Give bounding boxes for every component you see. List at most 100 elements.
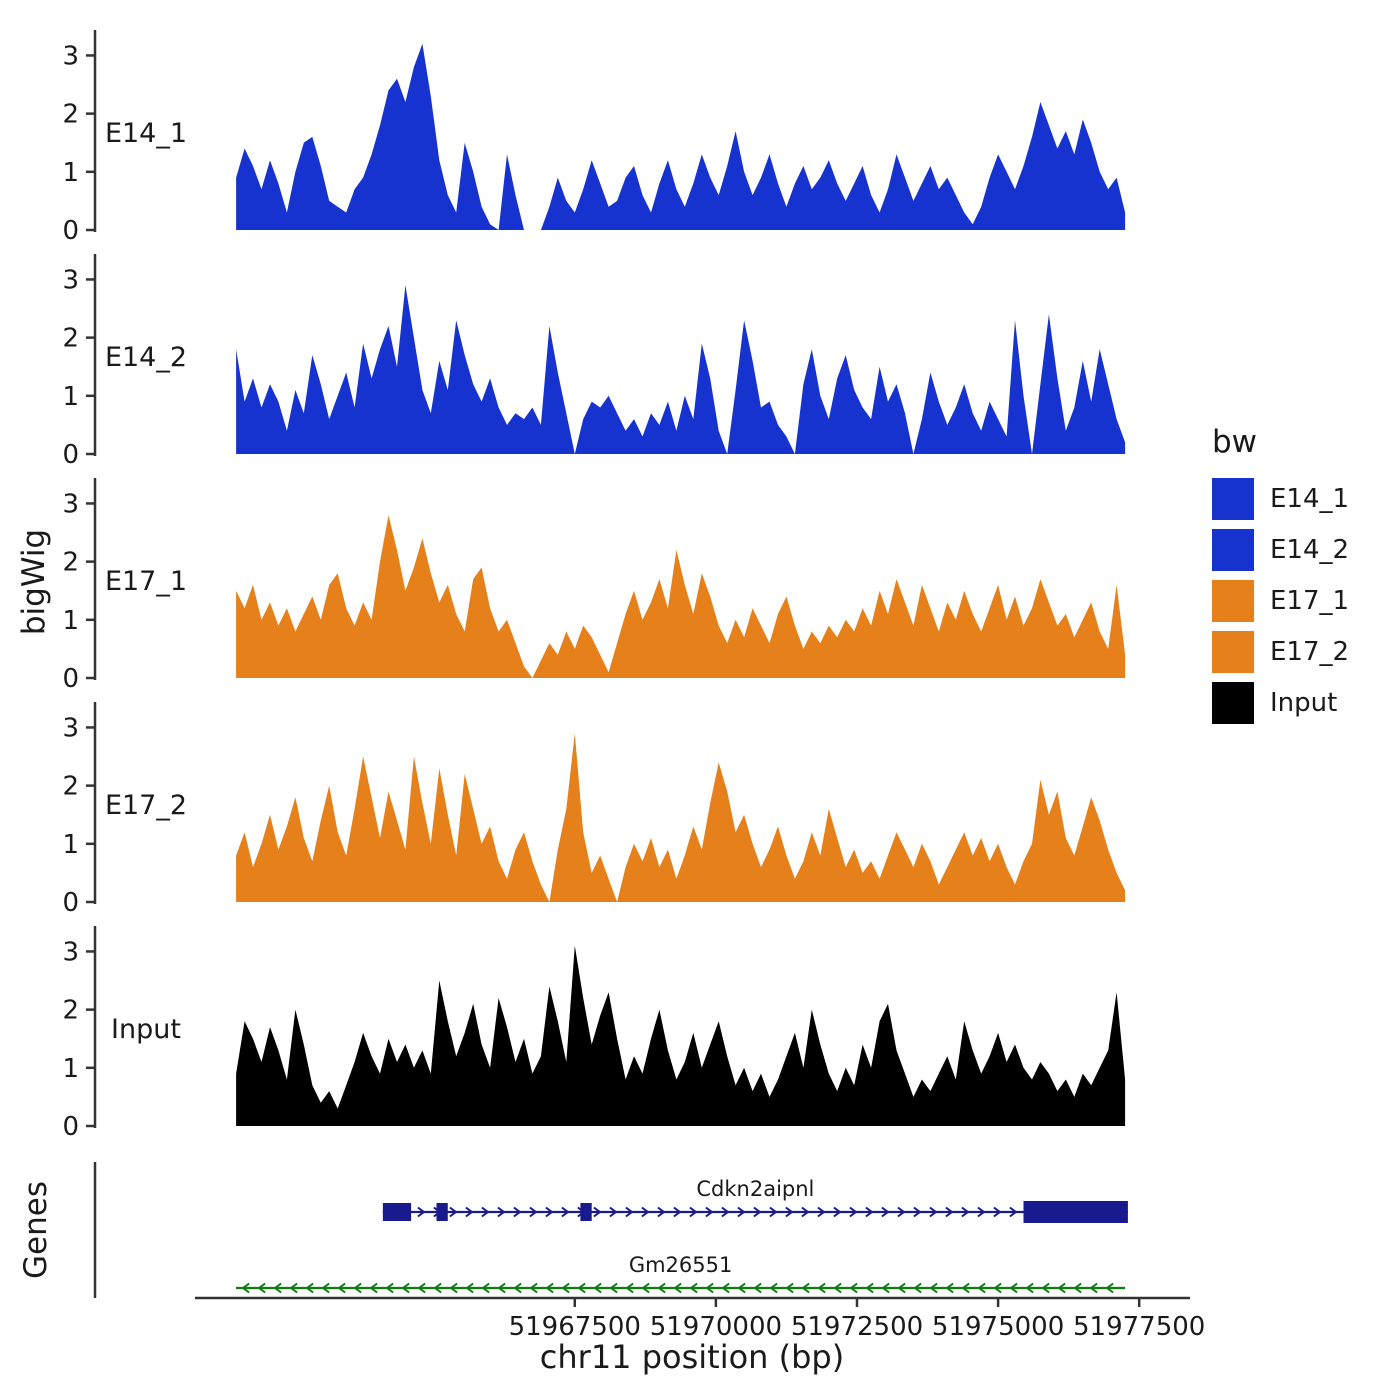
strand-arrow-icon xyxy=(657,1206,666,1218)
strand-arrow-icon xyxy=(657,1282,666,1294)
legend-label-e17-1: E17_1 xyxy=(1270,586,1350,616)
strand-arrow-icon xyxy=(801,1206,810,1218)
strand-arrow-icon xyxy=(1041,1282,1050,1294)
strand-arrow-icon xyxy=(897,1206,906,1218)
x-tick-label: 51977500 xyxy=(1073,1312,1205,1342)
x-tick-label: 51970000 xyxy=(650,1312,782,1342)
y-tick-label: 1 xyxy=(62,158,79,188)
track-label-e14-1: E14_1 xyxy=(104,118,188,149)
track-label-e14-2: E14_2 xyxy=(104,342,188,373)
gene-Gm26551: Gm26551 xyxy=(236,1253,1126,1294)
strand-arrow-icon xyxy=(417,1206,426,1218)
y-tick-label: 2 xyxy=(62,324,79,354)
strand-arrow-icon xyxy=(817,1282,826,1294)
strand-arrow-icon xyxy=(977,1282,986,1294)
strand-arrow-icon xyxy=(481,1206,490,1218)
y-tick-label: 2 xyxy=(62,996,79,1026)
x-axis-title: chr11 position (bp) xyxy=(539,1338,845,1376)
strand-arrow-icon xyxy=(993,1206,1002,1218)
legend-label-input: Input xyxy=(1270,688,1338,718)
gene-exon xyxy=(580,1203,592,1221)
strand-arrow-icon xyxy=(561,1206,570,1218)
strand-arrow-icon xyxy=(385,1282,394,1294)
strand-arrow-icon xyxy=(273,1282,282,1294)
y-tick-label: 3 xyxy=(62,937,79,967)
strand-arrow-icon xyxy=(977,1206,986,1218)
y-tick-label: 0 xyxy=(62,888,79,918)
strand-arrow-icon xyxy=(497,1206,506,1218)
strand-arrow-icon xyxy=(993,1282,1002,1294)
legend-label-e14-1: E14_1 xyxy=(1270,484,1350,514)
strand-arrow-icon xyxy=(641,1206,650,1218)
strand-arrow-icon xyxy=(1025,1282,1034,1294)
strand-arrow-icon xyxy=(865,1206,874,1218)
strand-arrow-icon xyxy=(753,1206,762,1218)
strand-arrow-icon xyxy=(689,1282,698,1294)
strand-arrow-icon xyxy=(401,1282,410,1294)
strand-arrow-icon xyxy=(449,1282,458,1294)
strand-arrow-icon xyxy=(1073,1282,1082,1294)
strand-arrow-icon xyxy=(961,1282,970,1294)
strand-arrow-icon xyxy=(369,1282,378,1294)
strand-arrow-icon xyxy=(737,1206,746,1218)
strand-arrow-icon xyxy=(545,1282,554,1294)
strand-arrow-icon xyxy=(913,1282,922,1294)
x-tick-label: 51975000 xyxy=(932,1312,1064,1342)
legend-item-e17-2: E17_2 xyxy=(1212,631,1349,673)
strand-arrow-icon xyxy=(833,1206,842,1218)
strand-arrow-icon xyxy=(785,1282,794,1294)
strand-arrow-icon xyxy=(1089,1282,1098,1294)
legend-item-e14-2: E14_2 xyxy=(1212,529,1349,571)
legend-swatch-input xyxy=(1212,682,1254,724)
strand-arrow-icon xyxy=(833,1282,842,1294)
x-tick-label: 51972500 xyxy=(791,1312,923,1342)
strand-arrow-icon xyxy=(1009,1206,1018,1218)
strand-arrow-icon xyxy=(785,1206,794,1218)
y-axis-label-bigwig: bigWig xyxy=(16,528,52,636)
y-tick-label: 1 xyxy=(62,830,79,860)
coverage-area-Input xyxy=(236,945,1126,1126)
strand-arrow-icon xyxy=(449,1206,458,1218)
legend-item-e17-1: E17_1 xyxy=(1212,580,1349,622)
strand-arrow-icon xyxy=(737,1282,746,1294)
legend-swatch-e17-1 xyxy=(1212,580,1254,622)
y-tick-label: 0 xyxy=(62,216,79,246)
y-tick-label: 3 xyxy=(62,489,79,519)
strand-arrow-icon xyxy=(577,1282,586,1294)
strand-arrow-icon xyxy=(881,1206,890,1218)
strand-arrow-icon xyxy=(705,1282,714,1294)
y-tick-label: 0 xyxy=(62,664,79,694)
strand-arrow-icon xyxy=(337,1282,346,1294)
strand-arrow-icon xyxy=(721,1206,730,1218)
gene-Cdkn2aipnl: Cdkn2aipnl xyxy=(382,1177,1128,1223)
strand-arrow-icon xyxy=(801,1282,810,1294)
legend-label-e14-2: E14_2 xyxy=(1270,535,1350,565)
strand-arrow-icon xyxy=(513,1206,522,1218)
y-tick-label: 1 xyxy=(62,606,79,636)
strand-arrow-icon xyxy=(721,1282,730,1294)
strand-arrow-icon xyxy=(849,1282,858,1294)
strand-arrow-icon xyxy=(673,1206,682,1218)
strand-arrow-icon xyxy=(753,1282,762,1294)
y-tick-label: 3 xyxy=(62,41,79,71)
strand-arrow-icon xyxy=(849,1206,858,1218)
legend-title: bw xyxy=(1212,424,1258,460)
strand-arrow-icon xyxy=(625,1282,634,1294)
strand-arrow-icon xyxy=(497,1282,506,1294)
strand-arrow-icon xyxy=(945,1206,954,1218)
gene-exon xyxy=(436,1203,448,1221)
strand-arrow-icon xyxy=(353,1282,362,1294)
track-E14_1: 0 1 2 3 xyxy=(62,30,1126,246)
strand-arrow-icon xyxy=(593,1282,602,1294)
strand-arrow-icon xyxy=(1057,1282,1066,1294)
strand-arrow-icon xyxy=(945,1282,954,1294)
strand-arrow-icon xyxy=(609,1206,618,1218)
strand-arrow-icon xyxy=(561,1282,570,1294)
track-label-input: Input xyxy=(111,1014,181,1045)
legend-swatch-e14-1 xyxy=(1212,478,1254,520)
legend-item-e14-1: E14_1 xyxy=(1212,478,1349,520)
strand-arrow-icon xyxy=(929,1206,938,1218)
y-tick-label: 2 xyxy=(62,548,79,578)
strand-arrow-icon xyxy=(417,1282,426,1294)
